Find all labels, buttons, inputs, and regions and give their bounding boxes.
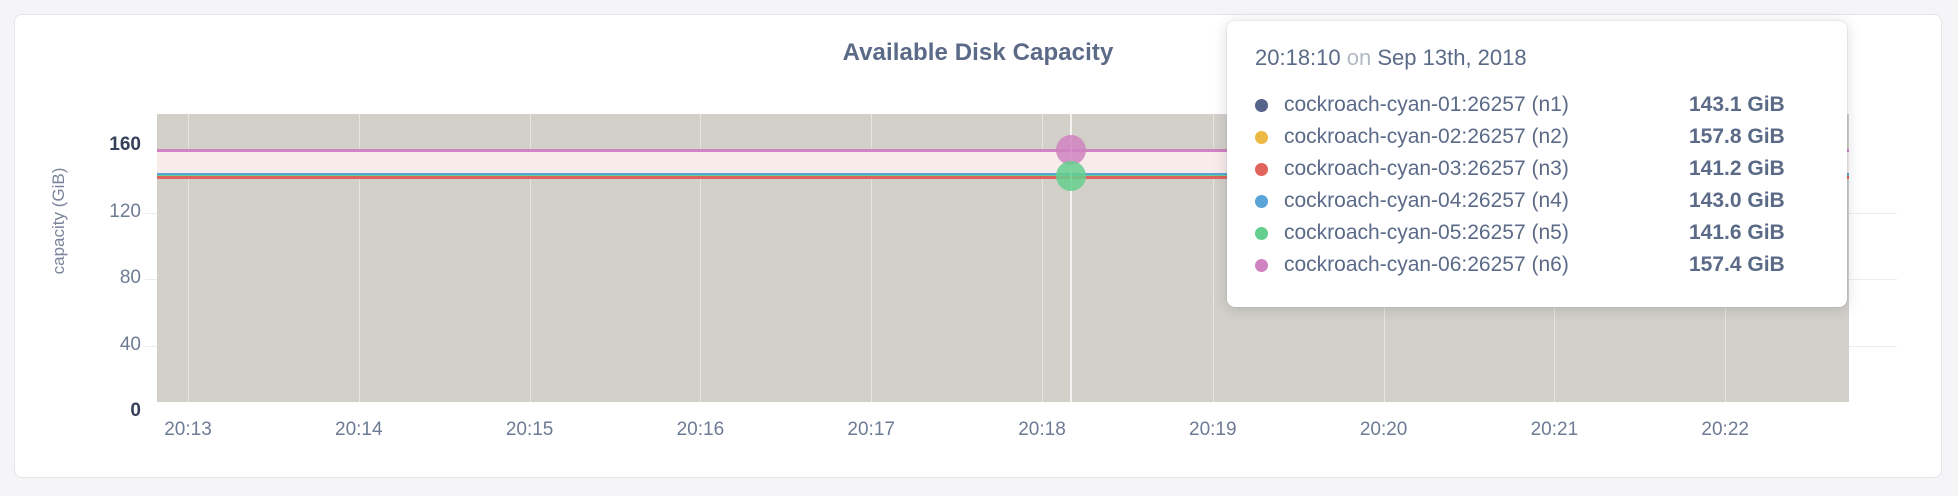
x-tick-label: 20:15 xyxy=(505,419,554,440)
series-line xyxy=(157,149,1849,153)
series-color-swatch-icon xyxy=(1255,258,1268,272)
tooltip-series-value: 141.2 GiB xyxy=(1689,157,1785,180)
series-line xyxy=(157,176,1849,180)
page-title: Available Disk Capacity xyxy=(842,39,1114,66)
tooltip-series-value: 143.1 GiB xyxy=(1689,93,1785,116)
tooltip-row: cockroach-cyan-05:26257 (n5) 141.6 GiB xyxy=(1255,217,1819,249)
y-tick-label: 80 xyxy=(119,267,141,289)
tooltip-series-label: cockroach-cyan-04:26257 (n4) xyxy=(1284,189,1569,212)
tooltip-time: 20:18:10 xyxy=(1255,45,1341,70)
chart-card: Available Disk Capacity capacity (GiB) 1… xyxy=(14,14,1942,478)
tooltip-series-list: cockroach-cyan-01:26257 (n1) 143.1 GiB coc… xyxy=(1255,89,1819,281)
tooltip-series-label: cockroach-cyan-03:26257 (n3) xyxy=(1284,157,1569,180)
y-axis-title: capacity (GiB) xyxy=(49,167,68,275)
x-tick-label: 20:20 xyxy=(1359,419,1408,440)
y-tick-label: 120 xyxy=(109,200,141,222)
hover-marker-dot xyxy=(1056,161,1086,192)
tooltip-row: cockroach-cyan-01:26257 (n1) 143.1 GiB xyxy=(1255,89,1819,121)
x-gridline xyxy=(700,114,702,402)
tooltip-series-value: 157.4 GiB xyxy=(1689,253,1785,276)
x-gridline xyxy=(188,114,189,402)
x-tick-label: 20:18 xyxy=(1018,419,1066,440)
tooltip-on-word: on xyxy=(1346,45,1372,70)
tooltip-series-label: cockroach-cyan-01:26257 (n1) xyxy=(1284,93,1569,116)
x-tick-label: 20:21 xyxy=(1530,419,1579,440)
x-tick-label: 20:22 xyxy=(1701,419,1749,440)
series-color-swatch-icon xyxy=(1255,226,1268,240)
tooltip-series-value: 143.0 GiB xyxy=(1689,189,1785,212)
series-color-swatch-icon xyxy=(1255,194,1268,208)
x-gridline xyxy=(1212,114,1214,402)
y-tick-label: 160 xyxy=(109,134,141,156)
x-gridline xyxy=(529,114,531,402)
series-color-swatch-icon xyxy=(1255,98,1268,112)
x-tick-label: 20:13 xyxy=(164,419,212,440)
tooltip-row: cockroach-cyan-04:26257 (n4) 143.0 GiB xyxy=(1255,185,1819,217)
x-tick-label: 20:17 xyxy=(847,419,895,440)
x-tick-label: 20:14 xyxy=(335,419,383,440)
series-color-swatch-icon xyxy=(1255,162,1268,176)
hover-marker-dot xyxy=(1056,135,1086,166)
tooltip-series-value: 141.6 GiB xyxy=(1689,221,1785,244)
hover-tooltip: 20:18:10 on Sep 13th, 2018 cockroach-cya… xyxy=(1227,21,1847,307)
x-gridline xyxy=(358,114,360,402)
tooltip-row: cockroach-cyan-06:26257 (n6) 157.4 GiB xyxy=(1255,249,1819,281)
tooltip-header: 20:18:10 on Sep 13th, 2018 xyxy=(1255,45,1819,71)
x-tick-label: 20:19 xyxy=(1189,419,1237,440)
x-gridline xyxy=(871,114,873,402)
tooltip-series-label: cockroach-cyan-02:26257 (n2) xyxy=(1284,125,1569,148)
y-tick-label: 0 xyxy=(130,400,141,421)
tooltip-series-label: cockroach-cyan-05:26257 (n5) xyxy=(1284,221,1569,244)
y-tick-label: 40 xyxy=(119,333,141,355)
tooltip-series-label: cockroach-cyan-06:26257 (n6) xyxy=(1284,253,1569,276)
tooltip-series-value: 157.8 GiB xyxy=(1689,125,1785,148)
tooltip-row: cockroach-cyan-03:26257 (n3) 141.2 GiB xyxy=(1255,153,1819,185)
x-gridline xyxy=(1042,114,1043,402)
series-color-swatch-icon xyxy=(1255,130,1268,144)
tooltip-row: cockroach-cyan-02:26257 (n2) 157.8 GiB xyxy=(1255,121,1819,153)
x-tick-label: 20:16 xyxy=(676,419,725,440)
series-line xyxy=(157,173,1849,177)
hover-guideline xyxy=(1070,114,1072,402)
tooltip-date: Sep 13th, 2018 xyxy=(1377,45,1527,70)
